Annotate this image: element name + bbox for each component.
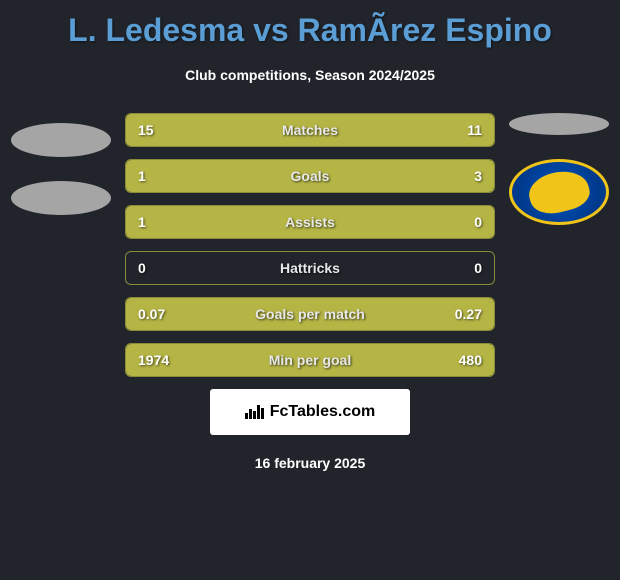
stat-label: Assists <box>285 214 335 230</box>
fctables-label: FcTables.com <box>270 403 376 421</box>
content-area: DORADOS 15 11 Matches 1 3 Goals 1 0 Assists 0 0 Hat… <box>0 113 620 377</box>
stat-row: 1974 480 Min per goal <box>125 343 495 377</box>
stat-value-left: 1 <box>138 168 146 184</box>
stat-row: 0 0 Hattricks <box>125 251 495 285</box>
badge-label: DORADOS <box>537 195 581 204</box>
season-subtitle: Club competitions, Season 2024/2025 <box>0 67 620 83</box>
barchart-icon <box>245 405 264 419</box>
stat-value-right: 11 <box>467 122 482 138</box>
stat-value-left: 15 <box>138 122 154 138</box>
club-placeholder-icon <box>11 181 111 215</box>
avatar-placeholder-icon <box>11 123 111 157</box>
stat-value-left: 1 <box>138 214 146 230</box>
stat-row: 1 3 Goals <box>125 159 495 193</box>
stat-value-right: 0 <box>474 260 482 276</box>
date-label: 16 february 2025 <box>0 455 620 471</box>
club-badge-dorados: DORADOS <box>509 159 609 225</box>
fctables-watermark: FcTables.com <box>210 389 410 435</box>
stat-value-right: 480 <box>459 352 482 368</box>
stat-value-left: 0.07 <box>138 306 165 322</box>
stat-value-right: 0 <box>474 214 482 230</box>
stat-value-left: 1974 <box>138 352 169 368</box>
badge-fish-icon <box>525 165 593 219</box>
stat-label: Matches <box>282 122 338 138</box>
player-right-avatar-area: DORADOS <box>503 113 615 225</box>
stat-label: Goals <box>291 168 330 184</box>
stat-row: 15 11 Matches <box>125 113 495 147</box>
stat-label: Goals per match <box>255 306 365 322</box>
stat-label: Hattricks <box>280 260 340 276</box>
stat-bar-right <box>420 344 494 376</box>
stats-container: 15 11 Matches 1 3 Goals 1 0 Assists 0 0 Hattricks 0.… <box>125 113 495 377</box>
stat-bar-right <box>218 160 494 192</box>
stat-row: 0.07 0.27 Goals per match <box>125 297 495 331</box>
stat-value-right: 0.27 <box>455 306 482 322</box>
avatar-placeholder-icon <box>509 113 609 135</box>
comparison-title: L. Ledesma vs RamÃ­rez Espino <box>0 0 620 49</box>
stat-value-right: 3 <box>474 168 482 184</box>
stat-label: Min per goal <box>269 352 351 368</box>
stat-value-left: 0 <box>138 260 146 276</box>
player-left-avatar-area <box>5 113 117 225</box>
stat-row: 1 0 Assists <box>125 205 495 239</box>
